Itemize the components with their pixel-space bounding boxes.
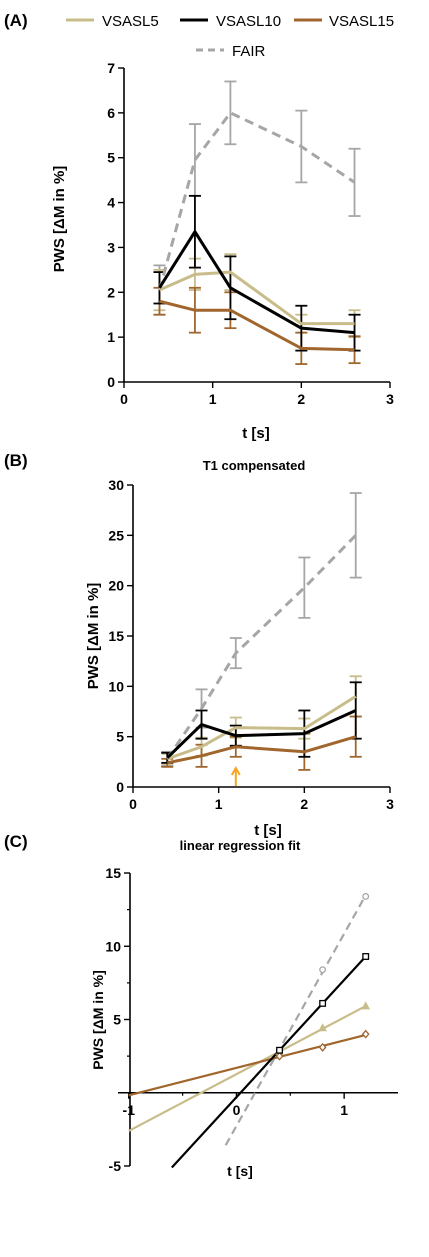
data-point-vsasl10	[276, 1046, 283, 1054]
y-tick-label: 5	[113, 1012, 121, 1028]
x-tick-label: 0	[120, 391, 128, 407]
y-tick-label: 15	[108, 628, 124, 644]
y-tick-label: 7	[107, 60, 115, 76]
panel-label-a: (A)	[4, 11, 28, 30]
y-tick-label: 2	[107, 284, 115, 300]
data-point-vsasl5	[361, 1001, 371, 1010]
chart-b-xlabel: t [s]	[254, 822, 282, 839]
x-tick-label: 1	[340, 1102, 348, 1118]
data-point-vsasl5	[318, 1023, 327, 1032]
chart-panel-b: T1 compensated PWS [ΔM in %] t [s] 05101…	[85, 458, 394, 839]
x-tick-label: 2	[297, 391, 305, 407]
y-tick-label: 0	[116, 779, 124, 795]
series-line-fair	[166, 534, 357, 760]
series-line-vsasl5	[166, 695, 357, 761]
legend-item-vsasl10: VSASL10	[180, 13, 281, 30]
chart-c-ylabel: PWS [ΔM in %]	[90, 970, 106, 1070]
y-tick-label: 10	[105, 938, 121, 954]
series-line-vsasl15	[166, 735, 357, 765]
legend-label-fair: FAIR	[232, 43, 266, 60]
annotation-arrow-head	[230, 765, 241, 776]
y-tick-label: 25	[108, 527, 124, 543]
legend: VSASL5 VSASL10 VSASL15 FAIR	[66, 13, 394, 60]
legend-item-vsasl5: VSASL5	[66, 13, 159, 30]
legend-label-vsasl15: VSASL15	[329, 13, 394, 30]
series-line-vsasl15	[159, 299, 355, 352]
data-point-vsasl15	[318, 1042, 327, 1052]
y-tick-label: 1	[107, 329, 115, 345]
y-tick-label: 10	[108, 678, 124, 694]
chart-c-xlabel: t [s]	[227, 1163, 253, 1179]
x-tick-label: 3	[386, 391, 394, 407]
chart-b-ylabel: PWS [ΔM in %]	[85, 583, 102, 690]
y-tick-label: 6	[107, 105, 115, 121]
x-tick-label: 3	[386, 796, 394, 812]
series-line-vsasl10	[158, 230, 355, 335]
x-tick-label: 0	[233, 1102, 241, 1118]
fit-line-vsasl15	[128, 1033, 366, 1097]
legend-item-fair: FAIR	[196, 43, 266, 60]
data-point-fair	[362, 892, 370, 900]
chart-panel-c: linear regression fit PWS [ΔM in %] t [s…	[90, 838, 398, 1179]
legend-label-vsasl5: VSASL5	[102, 13, 159, 30]
y-tick-label: 30	[108, 477, 124, 493]
y-tick-label: 15	[105, 865, 121, 881]
chart-b-title: T1 compensated	[203, 458, 306, 473]
chart-c-title: linear regression fit	[180, 838, 301, 853]
x-tick-label: 0	[129, 796, 137, 812]
panel-label-c: (C)	[4, 832, 28, 851]
fit-line-fair	[224, 894, 367, 1146]
y-tick-label: 5	[116, 729, 124, 745]
data-point-vsasl10	[362, 953, 370, 960]
chart-a-ylabel: PWS [ΔM in %]	[51, 166, 68, 273]
fit-line-vsasl5	[128, 1005, 367, 1132]
panel-label-b: (B)	[4, 451, 28, 470]
y-tick-label: 3	[107, 239, 115, 255]
y-tick-label: 4	[107, 195, 115, 211]
data-point-vsasl15	[275, 1051, 284, 1061]
data-point-fair	[319, 966, 327, 974]
chart-panel-a: PWS [ΔM in %] t [s] 0 1 2 3 4 5 6 7 0 1 2 3	[51, 60, 394, 442]
series-line-vsasl5	[158, 270, 355, 326]
legend-label-vsasl10: VSASL10	[216, 13, 281, 30]
x-tick-label: -1	[123, 1102, 136, 1118]
y-tick-label: -5	[109, 1158, 122, 1174]
data-point-vsasl10	[319, 999, 327, 1007]
fit-line-vsasl10	[171, 955, 367, 1169]
x-tick-label: 2	[300, 796, 308, 812]
y-tick-label: 5	[107, 150, 115, 166]
data-point-vsasl15	[361, 1029, 370, 1039]
series-line-vsasl10	[166, 709, 357, 759]
legend-item-vsasl15: VSASL15	[294, 13, 394, 30]
y-tick-label: 20	[108, 578, 124, 594]
y-tick-label: 0	[107, 374, 115, 390]
x-tick-label: 1	[215, 796, 223, 812]
chart-a-xlabel: t [s]	[242, 425, 270, 442]
series-line-fair	[158, 111, 356, 291]
x-tick-label: 1	[209, 391, 217, 407]
